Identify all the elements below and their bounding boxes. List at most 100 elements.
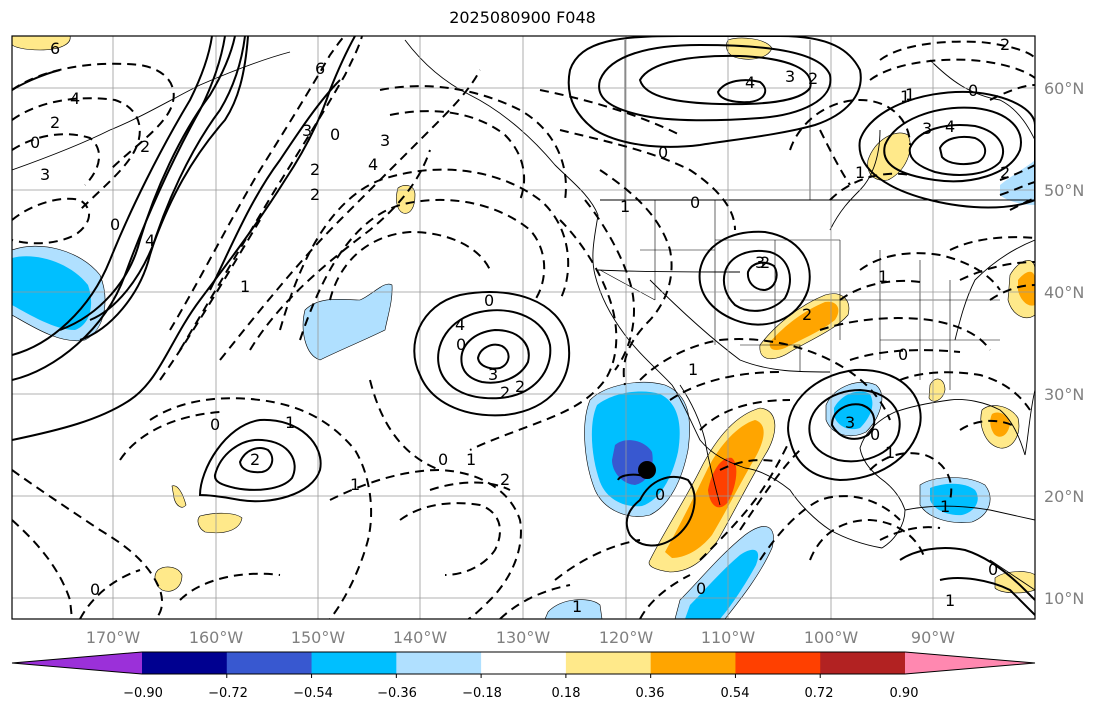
lon-label: 160°W (189, 628, 244, 647)
shade-yellow-top-left (12, 36, 71, 51)
lat-label: 50°N (1044, 181, 1084, 200)
contour-label: 0 (30, 133, 40, 152)
lon-label: 130°W (496, 628, 551, 647)
shade-yellow-1 (396, 185, 416, 214)
shade-cyan-south (685, 549, 759, 619)
colorbar-labels: −0.90 −0.72 −0.54 −0.36 −0.18 0.18 0.36 … (123, 686, 918, 701)
lat-label: 30°N (1044, 385, 1084, 404)
latitude-labels: 60°N 50°N 40°N 30°N 20°N 10°N (1044, 79, 1084, 608)
contour-label: 3 (845, 413, 855, 432)
contour-label: 2 (140, 137, 150, 156)
contour-label: 2 (310, 185, 320, 204)
lat-label: 10°N (1044, 589, 1084, 608)
longitude-labels: 170°W 160°W 150°W 140°W 130°W 120°W 110°… (86, 628, 955, 647)
contour-label: 1 (240, 277, 250, 296)
colorbar-segment (226, 652, 313, 674)
lon-label: 120°W (599, 628, 654, 647)
map-title: 2025080900 F048 (449, 8, 596, 27)
contour-label: 2 (515, 377, 525, 396)
colorbar-tick-label: 0.72 (805, 686, 834, 701)
colorbar (11, 651, 1036, 678)
colorbar-tick-label: 0.54 (721, 686, 750, 701)
lon-label: 170°W (86, 628, 141, 647)
solid-contours (12, 36, 1035, 616)
contour-label: 2 (500, 470, 510, 489)
contour-label: 3 (302, 121, 312, 140)
colorbar-segment (650, 652, 736, 674)
colorbar-segment (142, 652, 228, 674)
contour-labels: 6 4 2 0 2 4 3 6 3 0 4 3 2 2 0 1 3 0 4 4 … (30, 35, 1010, 616)
contour-label: 0 (658, 143, 668, 162)
colorbar-tick-label: 0.18 (552, 686, 581, 701)
lon-label: 90°W (911, 628, 955, 647)
colorbar-segment (396, 652, 482, 674)
contour-label: 2 (310, 160, 320, 179)
contour-label: 3 (755, 253, 765, 272)
plot-area (12, 36, 1035, 619)
shade-cyan-west (12, 256, 92, 330)
contour-label: 0 (438, 450, 448, 469)
colorbar-segment (565, 652, 652, 674)
contour-label: 1 (466, 450, 476, 469)
shade-blue-mid-pacific (302, 283, 393, 361)
shade-blue-northeast (1000, 160, 1035, 205)
contour-label: 2 (1000, 163, 1010, 182)
contour-label: 1 (885, 443, 895, 462)
colorbar-extend-low (12, 652, 142, 674)
lon-label: 100°W (804, 628, 859, 647)
shade-yellow-2 (197, 512, 243, 534)
contour-label: 3 (922, 119, 932, 138)
colorbar-tick-label: −0.72 (208, 686, 248, 701)
contour-label: 1 (945, 591, 955, 610)
contour-label: 0 (330, 125, 340, 144)
contour-label: 0 (870, 425, 880, 444)
contour-label: 4 (70, 89, 80, 108)
contour-label: 0 (210, 415, 220, 434)
contour-label: 2 (760, 253, 770, 272)
contour-label: 1 (350, 475, 360, 494)
dashed-contours (12, 36, 1035, 619)
contour-label: 2 (808, 69, 818, 88)
shade-yellow-4 (171, 485, 187, 508)
contour-label: 4 (745, 73, 755, 92)
contour-label: 0 (655, 485, 665, 504)
contour-label: 0 (690, 193, 700, 212)
contour-label: 3 (785, 67, 795, 86)
contour-label: 0 (968, 81, 978, 100)
contour-label: 0 (456, 335, 466, 354)
contour-label: 6 (50, 39, 60, 58)
contour-label: 0 (898, 345, 908, 364)
colorbar-segment (481, 652, 567, 674)
contour-label: 1 (878, 267, 888, 286)
contour-label: 0 (110, 215, 120, 234)
contour-label: 1 (940, 497, 950, 516)
contour-label: 2 (50, 113, 60, 132)
contour-label: 1 (855, 163, 865, 182)
contour-label: 4 (455, 315, 465, 334)
lon-label: 110°W (701, 628, 756, 647)
contour-label: 0 (484, 291, 494, 310)
contour-label: 3 (488, 365, 498, 384)
lon-label: 150°W (291, 628, 346, 647)
colorbar-tick-label: 0.36 (636, 686, 665, 701)
colorbar-tick-label: −0.54 (293, 686, 333, 701)
storm-center-marker (638, 461, 656, 479)
contour-label: 1 (688, 360, 698, 379)
shade-orange-florida (990, 412, 1010, 437)
colorbar-tick-label: −0.36 (377, 686, 417, 701)
colorbar-tick-label: −0.90 (123, 686, 163, 701)
contour-label: 6 (315, 59, 325, 78)
shade-yellow-se (994, 571, 1035, 594)
shade-red-mexico (708, 457, 737, 508)
contour-label: 4 (945, 117, 955, 136)
colorbar-outline (11, 651, 1036, 675)
contour-label: 1 (572, 597, 582, 616)
lat-label: 60°N (1044, 79, 1084, 98)
contour-label: 2 (500, 383, 510, 402)
contour-label: 4 (145, 231, 155, 250)
plot-frame (11, 35, 1036, 620)
colorbar-tick-label: −0.18 (462, 686, 502, 701)
contour-label: 1 (905, 85, 915, 104)
contour-label: 1 (620, 197, 630, 216)
colorbar-segment (735, 652, 821, 674)
